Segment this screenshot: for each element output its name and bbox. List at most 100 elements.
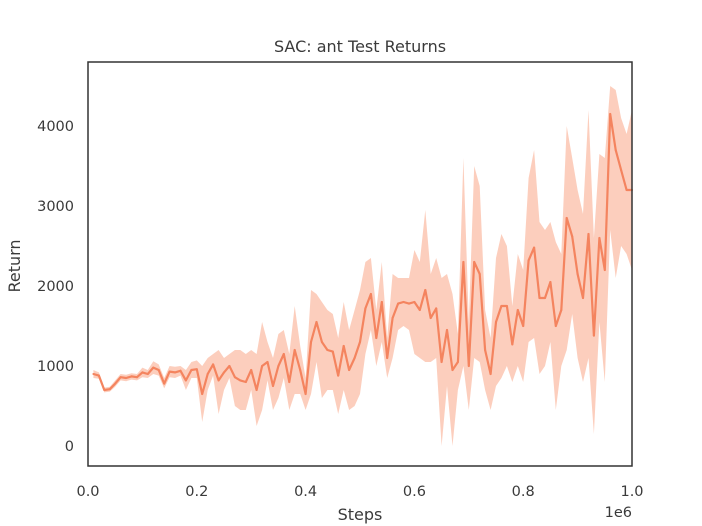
data-point xyxy=(576,273,579,275)
x-axis-label: Steps xyxy=(338,505,383,524)
data-point xyxy=(473,261,476,263)
data-point xyxy=(163,382,166,385)
data-point xyxy=(489,373,492,375)
data-point xyxy=(397,302,400,305)
data-point xyxy=(408,302,410,305)
x-tick-label: 0.4 xyxy=(294,484,317,500)
data-point xyxy=(255,389,258,391)
y-tick-label: 3000 xyxy=(37,199,74,215)
y-axis-label: Return xyxy=(5,239,24,292)
data-point xyxy=(549,281,552,283)
data-point xyxy=(304,393,307,395)
y-tick-label: 4000 xyxy=(37,119,74,135)
y-tick-label: 0 xyxy=(65,439,74,455)
data-point xyxy=(462,261,465,263)
data-point xyxy=(282,353,285,355)
data-point xyxy=(538,297,541,299)
data-point xyxy=(141,371,144,374)
data-point xyxy=(168,370,171,373)
data-point xyxy=(125,377,128,379)
data-point xyxy=(331,350,334,353)
data-point xyxy=(136,376,138,379)
data-point xyxy=(233,376,236,379)
data-point xyxy=(467,365,470,367)
data-point xyxy=(625,189,628,191)
data-point xyxy=(223,371,225,374)
data-point xyxy=(571,235,574,238)
data-point xyxy=(206,373,209,375)
data-point xyxy=(402,301,405,303)
data-point xyxy=(326,349,329,351)
data-point xyxy=(146,373,149,375)
data-point xyxy=(413,301,416,303)
data-point xyxy=(516,309,519,311)
data-point xyxy=(500,305,503,307)
data-point xyxy=(179,369,182,372)
data-point xyxy=(446,329,448,331)
data-point xyxy=(315,321,318,323)
x-tick-label: 0.8 xyxy=(512,484,535,500)
data-point xyxy=(277,365,280,367)
confidence-band xyxy=(93,86,632,446)
data-point xyxy=(272,385,274,387)
data-point xyxy=(456,361,459,363)
data-point xyxy=(478,273,481,275)
data-point xyxy=(103,389,106,391)
data-point xyxy=(261,365,264,367)
mean-return-line xyxy=(93,112,632,396)
data-point xyxy=(92,373,95,375)
x-tick-label: 0.2 xyxy=(185,484,208,500)
data-point xyxy=(560,309,563,311)
data-point xyxy=(348,369,351,371)
data-point xyxy=(386,357,389,359)
data-point xyxy=(603,269,606,271)
data-point xyxy=(451,369,454,371)
data-point xyxy=(620,169,623,171)
data-point xyxy=(533,246,536,249)
data-point xyxy=(435,307,438,310)
data-point xyxy=(587,233,590,235)
x-offset-label: 1e6 xyxy=(605,505,632,521)
x-tick-label: 1.0 xyxy=(620,484,643,500)
data-point xyxy=(266,361,269,363)
data-point xyxy=(342,345,345,347)
data-point xyxy=(190,369,193,371)
data-point xyxy=(320,341,323,343)
y-tick-labels: 0 1000 2000 3000 4000 xyxy=(37,119,74,455)
data-point xyxy=(391,317,394,319)
data-point xyxy=(174,371,176,374)
data-point xyxy=(592,334,595,337)
data-point xyxy=(239,379,242,382)
data-point xyxy=(440,361,443,363)
y-tick-label: 2000 xyxy=(37,279,74,295)
data-point xyxy=(364,307,367,310)
data-point xyxy=(609,113,612,115)
data-point xyxy=(184,379,187,382)
data-point xyxy=(380,301,383,303)
data-point xyxy=(201,393,204,395)
data-point xyxy=(484,349,487,351)
data-points-layer xyxy=(92,113,633,395)
x-tick-label: 0.6 xyxy=(403,484,426,500)
data-point xyxy=(250,369,253,371)
data-point xyxy=(429,317,432,319)
data-point xyxy=(582,297,584,299)
data-point xyxy=(375,337,378,339)
x-tick-labels: 0.0 0.2 0.4 0.6 0.8 1.0 xyxy=(76,484,643,500)
data-point xyxy=(299,369,302,371)
data-point xyxy=(244,381,247,383)
data-point xyxy=(228,365,231,367)
data-point xyxy=(511,343,514,346)
data-point xyxy=(97,374,100,377)
data-point xyxy=(119,376,122,379)
data-point xyxy=(495,321,497,323)
data-point xyxy=(424,289,427,291)
data-point xyxy=(353,357,356,359)
y-tick-label: 1000 xyxy=(37,359,74,375)
data-point xyxy=(565,217,568,219)
data-point xyxy=(130,375,133,378)
data-point xyxy=(157,369,160,371)
x-tick-label: 0.0 xyxy=(76,484,99,500)
data-point xyxy=(505,305,508,307)
